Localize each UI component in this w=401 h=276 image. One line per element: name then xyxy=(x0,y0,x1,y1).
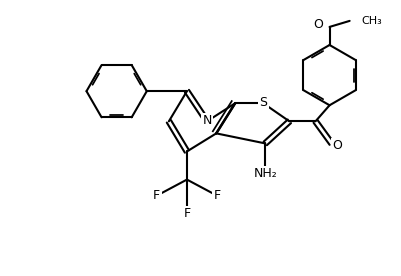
Text: F: F xyxy=(153,189,160,202)
Text: NH₂: NH₂ xyxy=(253,167,276,180)
Text: F: F xyxy=(213,189,220,202)
Text: N: N xyxy=(202,114,211,127)
Text: O: O xyxy=(332,139,342,152)
Text: F: F xyxy=(183,207,190,220)
Text: S: S xyxy=(259,96,267,109)
Text: O: O xyxy=(313,18,323,31)
Text: CH₃: CH₃ xyxy=(361,16,381,26)
